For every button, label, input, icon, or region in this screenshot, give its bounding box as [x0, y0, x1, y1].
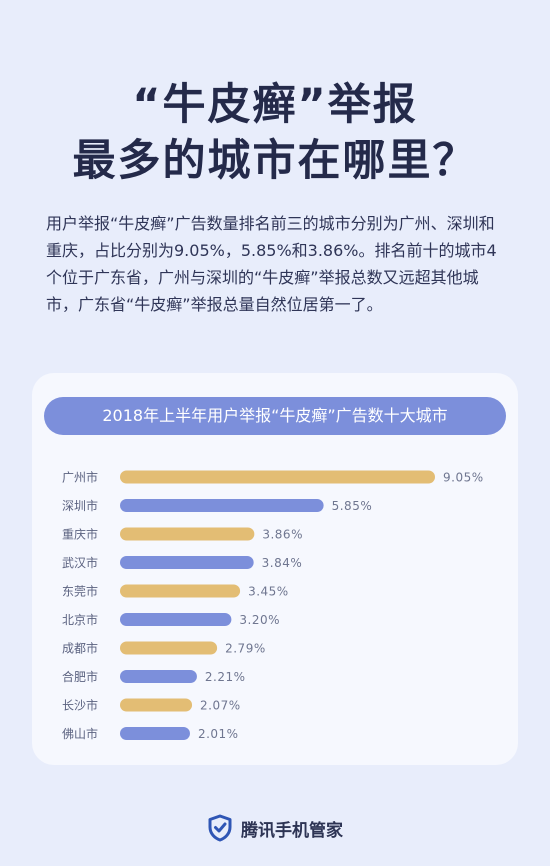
value-label: 3.84% [262, 556, 303, 570]
value-label: 2.79% [225, 642, 266, 656]
bar-chart: 广州市 9.05% 深圳市 5.85% 重庆市 3.86% 武汉市 3.84% 东莞市 3.45%… [62, 470, 484, 742]
value-label: 9.05% [443, 471, 484, 485]
value-label: 3.45% [248, 585, 289, 599]
bar [120, 727, 190, 740]
shield-check-icon [208, 814, 232, 842]
page-title-line-2: 最多的城市在哪里？ [72, 136, 478, 186]
bar [120, 613, 232, 626]
category-label: 重庆市 [62, 527, 98, 542]
chart-card: 2018年上半年用户举报“牛皮癣”广告数十大城市 广州市 9.05% 深圳市 5.85… [32, 373, 518, 765]
intro-paragraph: 用户举报“牛皮癣”广告数量排名前三的城市分别为广州、深圳和重庆，占比分别为9.0… [46, 214, 497, 314]
value-label: 3.86% [262, 528, 303, 542]
bar [120, 698, 193, 712]
bar [120, 584, 241, 598]
bar [120, 470, 435, 484]
bar [120, 556, 254, 569]
bar [120, 527, 255, 541]
value-label: 2.01% [198, 727, 239, 741]
value-label: 5.85% [332, 499, 373, 513]
category-label: 北京市 [62, 612, 98, 627]
value-label: 2.07% [200, 699, 241, 713]
footer: 腾讯手机管家 [0, 812, 550, 844]
category-label: 广州市 [62, 470, 98, 485]
category-label: 成都市 [62, 641, 98, 656]
bar [120, 670, 197, 683]
category-label: 合肥市 [62, 669, 98, 684]
category-label: 东莞市 [62, 584, 98, 599]
bar [120, 499, 324, 512]
page-title-line-1: “牛皮癣”举报 [132, 80, 418, 130]
value-label: 3.20% [239, 613, 280, 627]
bar [120, 641, 218, 655]
brand-name: 腾讯手机管家 [241, 820, 343, 841]
chart-title: 2018年上半年用户举报“牛皮癣”广告数十大城市 [44, 397, 506, 435]
category-label: 长沙市 [62, 698, 98, 713]
value-label: 2.21% [205, 670, 246, 684]
category-label: 武汉市 [62, 555, 98, 570]
category-label: 深圳市 [62, 498, 98, 513]
category-label: 佛山市 [62, 726, 98, 741]
